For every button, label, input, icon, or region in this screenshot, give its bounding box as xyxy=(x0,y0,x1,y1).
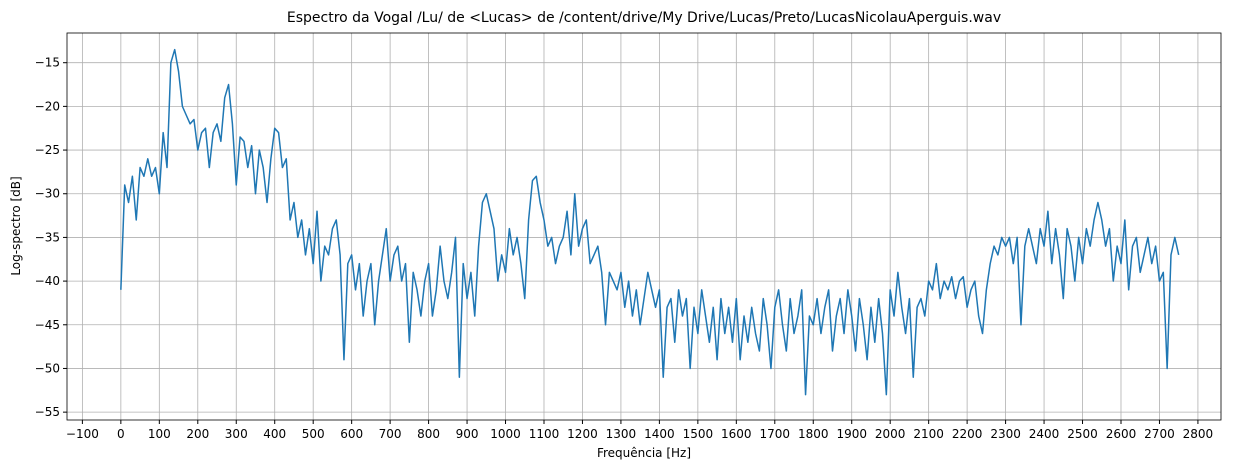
axes-frame xyxy=(66,32,1222,421)
x-tick-label: 1100 xyxy=(529,427,560,441)
x-tick-label: 900 xyxy=(456,427,479,441)
x-tick-label: 1500 xyxy=(683,427,714,441)
y-axis-label: Log-spectro [dB] xyxy=(9,176,23,275)
x-tick-label: 1600 xyxy=(721,427,752,441)
x-tick-label: 1400 xyxy=(644,427,675,441)
x-tick-label: 1700 xyxy=(760,427,791,441)
y-tick-label: −35 xyxy=(35,230,60,244)
x-tick-label: 2100 xyxy=(913,427,944,441)
chart-title: Espectro da Vogal /Lu/ de <Lucas> de /co… xyxy=(287,10,1001,26)
y-tick-label: −15 xyxy=(35,56,60,70)
x-tick-label: −100 xyxy=(66,427,99,441)
x-tick-label: 2700 xyxy=(1144,427,1175,441)
x-tick-label: 2800 xyxy=(1183,427,1214,441)
x-tick-label: 1000 xyxy=(490,427,521,441)
x-tick-label: 2500 xyxy=(1067,427,1098,441)
x-tick-label: 100 xyxy=(148,427,171,441)
x-tick-label: 800 xyxy=(417,427,440,441)
y-tick-label: −25 xyxy=(35,143,60,157)
x-tick-label: 300 xyxy=(225,427,248,441)
line-series xyxy=(120,48,1180,396)
x-tick-label: 200 xyxy=(186,427,209,441)
x-tick-label: 400 xyxy=(263,427,286,441)
x-tick-label: 2300 xyxy=(990,427,1021,441)
y-tick-label: −55 xyxy=(35,405,60,419)
x-tick-label: 500 xyxy=(302,427,325,441)
y-tick-label: −20 xyxy=(35,99,60,113)
x-tick-label: 2400 xyxy=(1029,427,1060,441)
x-tick-label: 1900 xyxy=(836,427,867,441)
x-tick-label: 0 xyxy=(117,427,125,441)
y-tick-label: −30 xyxy=(35,187,60,201)
x-tick-label: 1300 xyxy=(606,427,637,441)
x-tick-label: 600 xyxy=(340,427,363,441)
x-tick-label: 700 xyxy=(379,427,402,441)
x-axis-label: Frequência [Hz] xyxy=(597,446,691,460)
x-tick-label: 1200 xyxy=(567,427,598,441)
y-tick-label: −40 xyxy=(35,274,60,288)
y-tick-label: −50 xyxy=(35,361,60,375)
x-tick-label: 1800 xyxy=(798,427,829,441)
x-tick-label: 2600 xyxy=(1106,427,1137,441)
x-tick-label: 2000 xyxy=(875,427,906,441)
x-tick-label: 2200 xyxy=(952,427,983,441)
y-tick-label: −45 xyxy=(35,318,60,332)
